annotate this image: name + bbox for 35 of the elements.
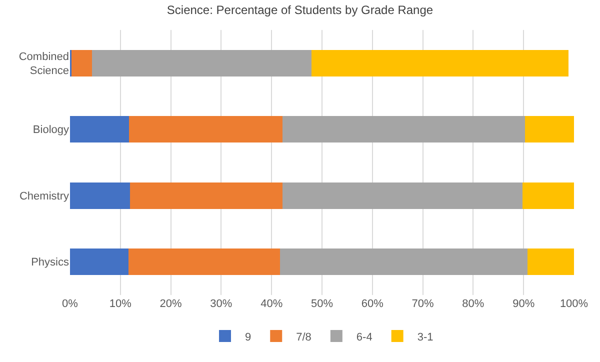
bar [72,50,92,76]
bar [522,182,574,209]
y-tick-label: Biology [32,124,70,136]
x-tick-label: 100% [560,298,588,310]
x-tick-label: 80% [462,298,484,310]
legend-label: 7/8 [296,331,312,344]
bar [128,248,280,276]
x-tick-label: 40% [260,298,283,310]
y-tick-label: Physics [31,256,70,269]
x-tick-label: 50% [310,298,334,310]
bar [528,248,574,276]
bar [92,50,312,76]
bar [70,248,128,276]
bar [282,116,526,143]
legend-label: 6-4 [356,331,372,344]
bar [130,182,283,209]
y-tick-label: Chemistry [19,190,70,202]
bar [70,182,130,209]
x-tick-label: 30% [210,298,232,310]
x-tick-label: 70% [412,298,434,310]
bar [525,116,574,143]
y-tick-label: Combined Science [18,50,69,78]
bar [280,248,528,276]
x-tick-label: 20% [160,298,182,310]
chart-title: Science: Percentage of Students by Grade Range [166,2,434,17]
x-tick-label: 10% [109,298,132,310]
bar [282,182,523,209]
legend-label: 3-1 [417,331,434,344]
bar [70,116,129,143]
x-tick-label: 90% [512,298,535,310]
bar [311,50,568,76]
x-tick-label: 0% [62,298,78,310]
x-tick-label: 60% [361,298,384,310]
legend-label: 9 [245,331,252,344]
bar [128,116,283,143]
